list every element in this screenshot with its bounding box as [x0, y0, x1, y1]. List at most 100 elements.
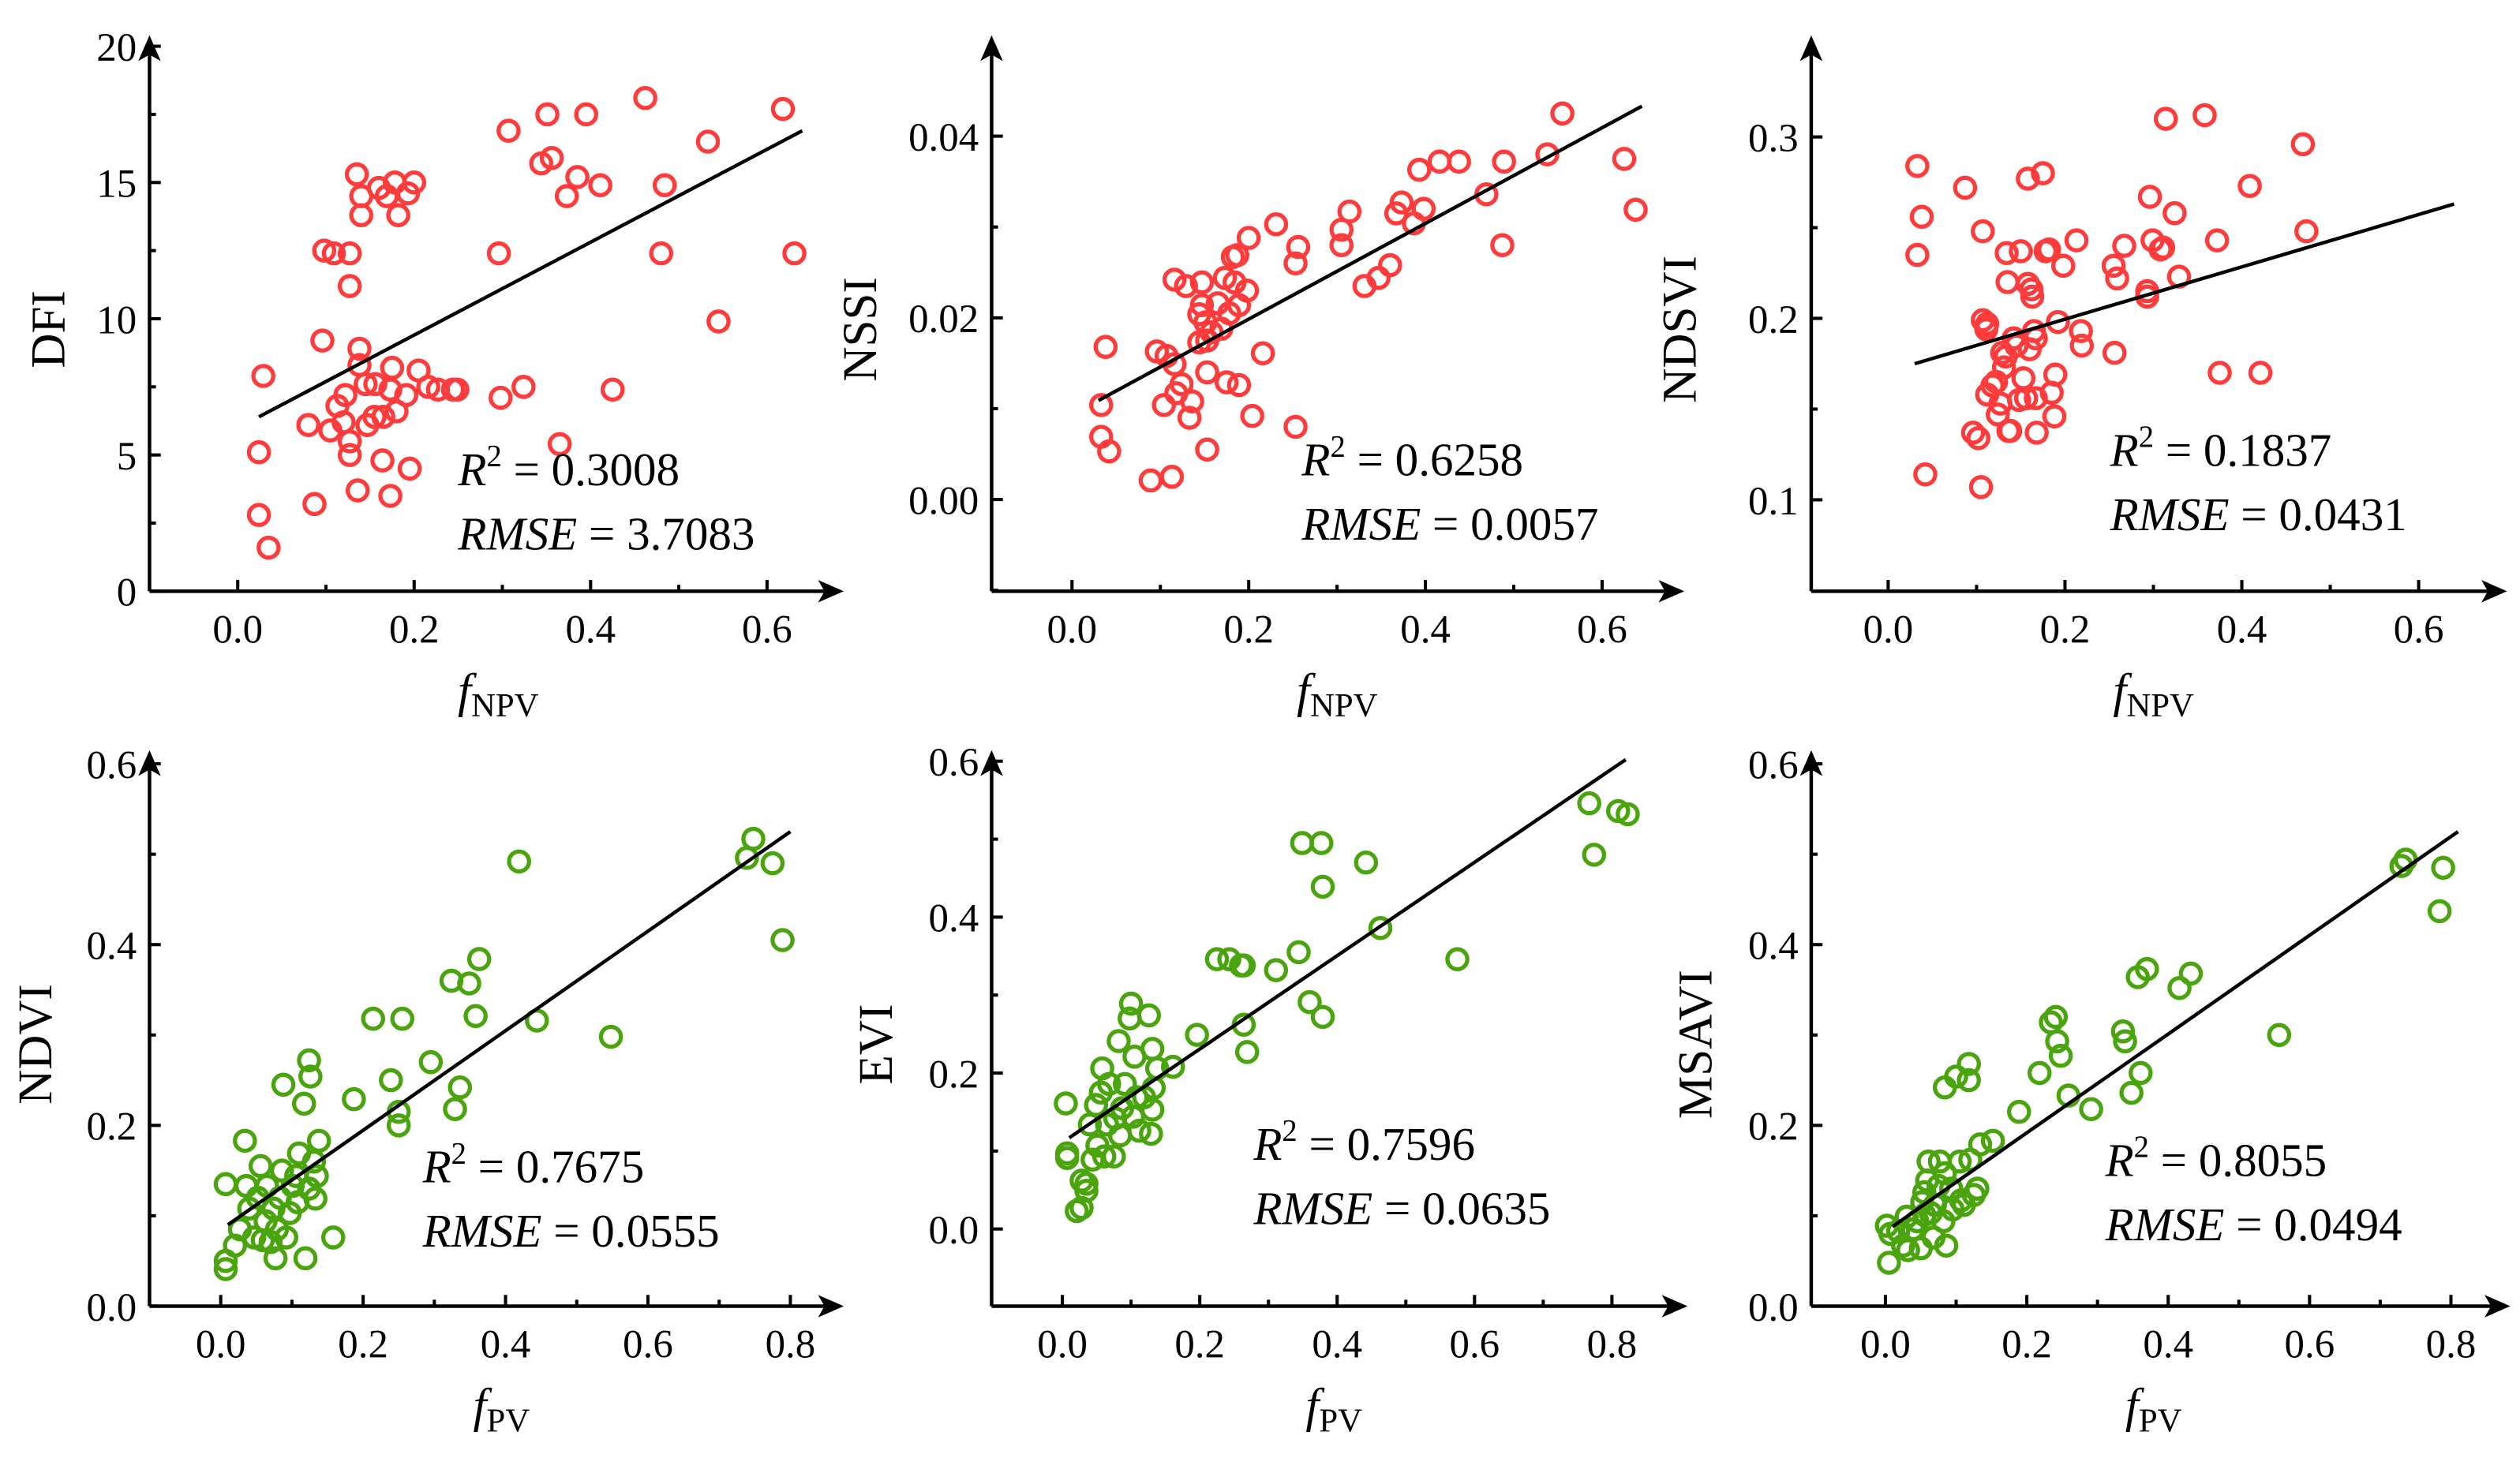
x-tick-label: 0.4	[1312, 1323, 1362, 1367]
data-point	[1074, 1172, 1099, 1196]
data-point	[547, 432, 572, 457]
data-point	[1998, 418, 2023, 443]
data-point	[1960, 421, 1986, 445]
data-point	[565, 165, 590, 189]
data-point	[1616, 802, 1640, 827]
data-point	[1447, 149, 1471, 174]
rmse-label: RMSE = 0.0057	[1301, 498, 1598, 550]
y-tick-label: 10	[96, 298, 137, 342]
data-point	[1991, 355, 2016, 380]
data-point	[1623, 197, 1648, 222]
data-point	[1909, 204, 1934, 230]
data-point	[1492, 149, 1516, 174]
data-point	[1159, 465, 1185, 489]
data-point	[1240, 403, 1264, 428]
x-tick-label: 0.6	[1450, 1323, 1500, 1367]
data-point	[445, 377, 470, 402]
rmse-value: = 0.0057	[1421, 498, 1598, 550]
data-point	[1309, 831, 1334, 855]
data-point	[246, 439, 271, 465]
data-point	[1231, 953, 1256, 978]
rmse-symbol: RMSE	[457, 507, 577, 559]
data-point	[2290, 132, 2316, 157]
r-squared-label: R2 = 0.8055	[2105, 1131, 2327, 1186]
data-point	[2135, 956, 2159, 982]
data-point	[263, 1246, 288, 1271]
data-point	[337, 443, 362, 467]
data-point	[303, 1186, 328, 1211]
x-tick-label: 0.6	[1577, 608, 1627, 652]
data-point	[248, 1154, 273, 1179]
data-point	[1297, 989, 1322, 1015]
x-tick-label: 0.6	[2394, 608, 2444, 652]
scatter-panel-ndsvi: 0.0 0.2 0.4 0.6 0.1 0.2 0.3 NDSVI fNPV R2 = 0.183…	[1653, 35, 2507, 724]
data-point	[2027, 1060, 2052, 1086]
data-point	[2042, 404, 2067, 428]
data-point	[507, 849, 531, 874]
r-squared-label: R2 = 0.3008	[457, 440, 680, 495]
data-point	[386, 203, 410, 228]
data-point	[1577, 791, 1601, 816]
data-point	[706, 309, 731, 334]
data-point	[496, 118, 521, 143]
x-axis-arrow-icon	[818, 580, 844, 603]
rmse-symbol: RMSE	[1301, 498, 1421, 550]
y-tick-label: 0.0	[1748, 1286, 1799, 1330]
data-point	[2192, 103, 2217, 128]
y-tick-label: 0.4	[929, 897, 979, 941]
data-point	[305, 1164, 329, 1188]
data-point	[2043, 1004, 2069, 1030]
x-axis-arrow-icon	[1661, 1295, 1688, 1318]
y-axis-arrow-icon	[1799, 35, 1823, 62]
data-point	[337, 429, 362, 454]
x-tick-label: 0.4	[2217, 608, 2267, 652]
data-point	[2162, 200, 2187, 226]
r-squared-exponent: 2	[451, 1137, 466, 1170]
data-point	[1975, 312, 2000, 336]
r-squared-exponent: 2	[1282, 1115, 1297, 1148]
x-axis-title-subscript: NPV	[2126, 687, 2194, 724]
rmse-symbol: RMSE	[422, 1205, 542, 1257]
data-point	[2031, 161, 2055, 185]
scatter-panel-dfi: 0.0 0.2 0.4 0.6 0 5 10 15 20 DFI fNPV R2 = 0.3008 RM…	[23, 26, 844, 724]
regression-line	[257, 129, 803, 419]
data-point	[2151, 235, 2176, 260]
x-tick-label: 0.0	[1860, 1323, 1911, 1367]
y-axis-title: NSSI	[834, 277, 887, 381]
data-point	[1226, 372, 1252, 398]
data-point	[633, 85, 657, 110]
data-point	[320, 1225, 346, 1250]
data-point	[1140, 1037, 1165, 1061]
data-point	[213, 1172, 238, 1197]
data-point	[511, 375, 536, 399]
rmse-value: = 3.7083	[577, 507, 755, 559]
data-point	[1490, 233, 1515, 258]
data-point	[2119, 1080, 2144, 1105]
data-point	[447, 1075, 473, 1100]
rmse-value: = 0.0635	[1372, 1183, 1550, 1235]
data-point	[2069, 319, 2093, 343]
data-point	[1354, 850, 1379, 875]
data-point	[600, 377, 625, 402]
data-point	[2112, 234, 2136, 258]
data-point	[1406, 157, 1432, 182]
data-point	[2043, 362, 2068, 387]
data-point	[1054, 1091, 1078, 1116]
r-squared-value: = 0.1837	[2154, 424, 2331, 477]
x-tick-label: 0.2	[389, 608, 440, 652]
x-tick-label: 0.4	[1400, 608, 1451, 652]
regression-line	[1914, 202, 2455, 366]
data-point	[2129, 1060, 2153, 1086]
rmse-label: RMSE = 0.0494	[2105, 1198, 2402, 1251]
data-point	[1953, 175, 1978, 200]
data-point	[312, 238, 337, 263]
data-point	[1136, 1003, 1162, 1028]
r-squared-value: = 0.8055	[2149, 1135, 2327, 1187]
data-point	[574, 102, 598, 127]
data-point	[1092, 1144, 1117, 1169]
x-axis-arrow-icon	[1658, 580, 1685, 603]
data-point	[2064, 228, 2089, 252]
data-point	[2178, 961, 2204, 986]
data-point	[2294, 219, 2319, 244]
data-point	[1994, 241, 2019, 266]
